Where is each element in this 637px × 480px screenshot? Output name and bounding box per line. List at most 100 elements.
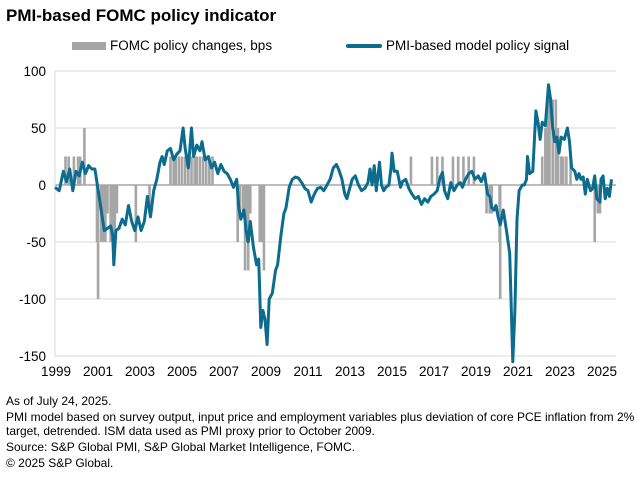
fomc-bar [204, 156, 208, 185]
fomc-bar [183, 156, 187, 185]
y-tick-label: 100 [23, 64, 46, 79]
fomc-bar [72, 156, 76, 185]
fomc-bar [76, 156, 80, 185]
fomc-bar [409, 156, 413, 185]
note-source: Source: S&P Global PMI, S&P Global Marke… [6, 440, 356, 454]
fomc-bar [593, 185, 596, 242]
fomc-bars [64, 99, 602, 299]
x-tick-label: 2011 [293, 364, 322, 379]
fomc-bar [211, 156, 214, 185]
x-tick-label: 2017 [419, 364, 449, 379]
fomc-bar [115, 185, 119, 214]
fomc-bar [441, 156, 444, 185]
fomc-bar [106, 185, 109, 214]
pmi-signal-line [54, 83, 613, 364]
fomc-bar [102, 185, 105, 242]
legend-item-fomc: FOMC policy changes, bps [72, 38, 272, 53]
fomc-bar [198, 156, 202, 185]
x-tick-label: 2001 [83, 364, 113, 379]
fomc-bar [187, 156, 190, 185]
fomc-bar [113, 185, 117, 242]
fomc-bar [201, 156, 205, 185]
note-as-of: As of July 24, 2025. [6, 394, 112, 408]
fomc-bar [236, 185, 239, 242]
fomc-bar [548, 99, 551, 185]
y-tick-label: -50 [26, 235, 46, 250]
fomc-bar [249, 185, 252, 214]
fomc-bar [148, 185, 151, 214]
fomc-bar [462, 156, 465, 185]
fomc-bar [134, 185, 138, 242]
fomc-bar [96, 185, 100, 299]
fomc-bar [177, 156, 181, 185]
fomc-bar [435, 156, 439, 185]
legend-bar-swatch [72, 41, 106, 50]
fomc-bar [193, 156, 196, 185]
y-tick-label: -100 [19, 292, 46, 307]
legend-label-pmi: PMI-based model policy signal [386, 38, 570, 53]
fomc-bar [490, 185, 494, 214]
fomc-bar [111, 185, 115, 242]
fomc-bar [83, 128, 86, 185]
fomc-bar [169, 156, 172, 185]
fomc-bar [561, 156, 565, 185]
fomc-bar [241, 185, 245, 214]
fomc-bar [104, 185, 107, 242]
fomc-bar [456, 156, 460, 185]
fomc-bar [208, 156, 211, 185]
footnotes: As of July 24, 2025. PMI model based on … [6, 394, 636, 472]
fomc-bar [556, 128, 560, 185]
fomc-bar [260, 185, 264, 242]
x-tick-label: 2013 [335, 364, 365, 379]
y-tick-label: 0 [38, 178, 46, 193]
fomc-bar [498, 185, 502, 299]
y-tick-label: -150 [19, 349, 46, 364]
x-tick-label: 2003 [125, 364, 155, 379]
axes [54, 71, 616, 357]
fomc-bar [262, 185, 266, 271]
legend-line-swatch [346, 43, 382, 48]
x-tick-label: 2023 [545, 364, 575, 379]
fomc-bar [485, 185, 488, 214]
fomc-bar [565, 156, 568, 185]
fomc-bar [430, 156, 434, 185]
fomc-bar [172, 156, 175, 185]
fomc-bar [174, 156, 178, 185]
x-tick-label: 2025 [587, 364, 617, 379]
pmi-line-group [54, 83, 613, 364]
fomc-bar [258, 185, 262, 242]
fomc-bar [238, 185, 242, 214]
fomc-bar [467, 156, 470, 185]
y-tick-label: 50 [31, 121, 46, 136]
fomc-bar [569, 156, 572, 185]
fomc-bar [244, 185, 248, 242]
x-tick-labels: 1999 2001 2003 2005 2007 2009 2011 2013 2015 2017… [41, 364, 617, 379]
x-tick-label: 1999 [41, 364, 71, 379]
x-tick-label: 2019 [461, 364, 491, 379]
note-copyright: © 2025 S&P Global. [6, 456, 114, 470]
fomc-bar [190, 156, 193, 185]
fomc-bar [180, 156, 184, 185]
fomc-bar [546, 99, 549, 185]
x-tick-label: 2021 [503, 364, 533, 379]
fomc-bar [195, 156, 199, 185]
fomc-bar [544, 128, 547, 185]
fomc-bar [540, 156, 544, 185]
fomc-bar [451, 156, 455, 185]
fomc-bar [559, 156, 563, 185]
fomc-bar [472, 156, 476, 185]
x-tick-label: 2005 [167, 364, 197, 379]
x-tick-label: 2015 [377, 364, 407, 379]
x-tick-label: 2009 [251, 364, 281, 379]
fomc-bar [109, 185, 112, 242]
chart-title: PMI-based FOMC policy indicator [6, 6, 277, 25]
y-tick-labels: 100 50 0 -50 -100 -150 [19, 64, 46, 364]
legend-item-pmi: PMI-based model policy signal [346, 38, 569, 53]
fomc-bar [551, 99, 554, 185]
fomc-bar [64, 156, 67, 185]
note-method: PMI model based on survey output, input … [6, 410, 635, 438]
x-tick-label: 2007 [209, 364, 239, 379]
chart-svg: 100 50 0 -50 -100 -150 1999 2001 2003 2005 2007 20… [19, 64, 617, 379]
legend-label-fomc: FOMC policy changes, bps [110, 38, 273, 53]
gridlines [55, 70, 616, 300]
